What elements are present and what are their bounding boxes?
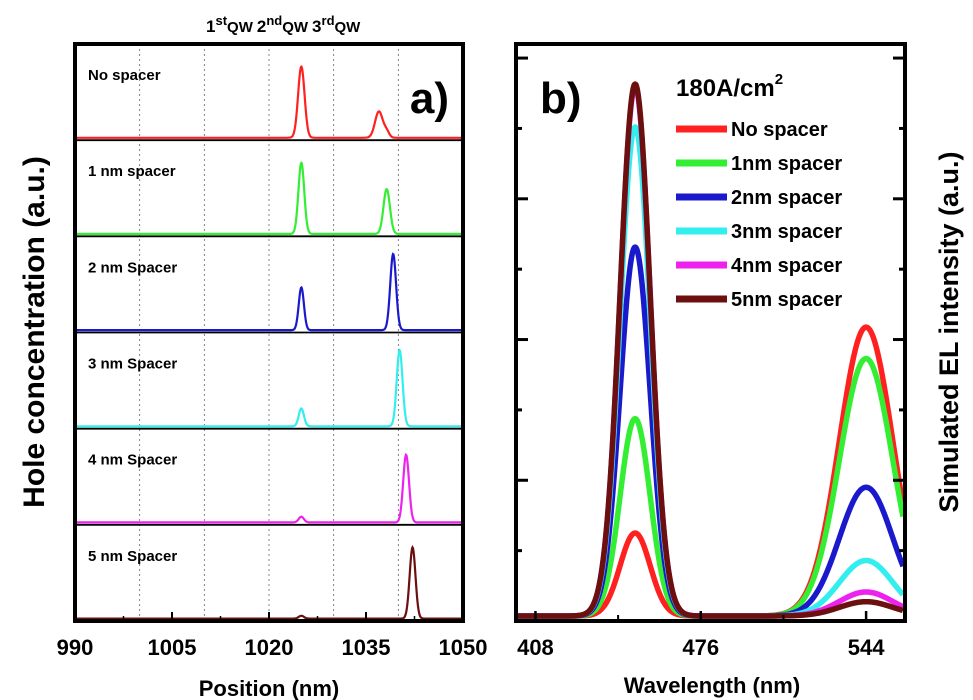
series-label-2-nm-spacer: 2 nm Spacer — [88, 259, 177, 276]
series-labels: No spacer 1 nm spacer 2 nm Spacer 3 nm Spac… — [88, 67, 177, 565]
y-axis-title-a: Hole concentration (a.u.) — [18, 156, 51, 508]
panel-label-a: a) — [410, 74, 449, 123]
series-label-3-nm-spacer: 3 nm Spacer — [88, 356, 177, 373]
x-tick-label: 476 — [682, 635, 719, 660]
x-tick-label: 1020 — [245, 635, 294, 660]
x-tick-label: 1005 — [148, 635, 197, 660]
current-density-label: 180A/cm2 — [676, 71, 783, 102]
qw-labels: 1stQW 2ndQW 3rdQW — [206, 13, 361, 36]
series-label-4-nm-spacer: 4 nm Spacer — [88, 452, 177, 469]
legend-label-4nm-spacer: 4nm spacer — [731, 255, 842, 277]
legend-label-2nm-spacer: 2nm spacer — [731, 187, 842, 209]
legend-label-1nm-spacer: 1nm spacer — [731, 153, 842, 175]
series-line-no-spacer — [77, 65, 461, 139]
x-tick-label: 990 — [57, 635, 94, 660]
x-axis-title-b: Wavelength (nm) — [624, 673, 800, 698]
legend: No spacer 1nm spacer 2nm spacer 3nm spacer 4… — [676, 119, 842, 311]
x-tick-label: 1035 — [342, 635, 391, 660]
axis-ticks: 408 476 544 — [516, 56, 905, 660]
x-axis-title-a: Position (nm) — [199, 676, 340, 700]
x-tick-label: 544 — [848, 635, 885, 660]
series-line-2-nm-spacer — [77, 252, 461, 332]
panel-a: 1stQW 2ndQW 3rdQW No spacer 1 nm spacer 2 nm… — [18, 13, 487, 700]
series-label-no-spacer: No spacer — [88, 67, 161, 84]
plot-frame-b — [514, 42, 907, 623]
x-tick-label: 408 — [517, 635, 554, 660]
series-label-5-nm-spacer: 5 nm Spacer — [88, 548, 177, 565]
series-line-4-nm-spacer — [77, 452, 461, 524]
panel-b: 408 476 544 b) 180A/cm2 No spacer 1nm space… — [514, 42, 964, 698]
series-line-3-nm-spacer — [77, 348, 461, 428]
x-tick-label: 1050 — [439, 635, 488, 660]
series-label-1-nm-spacer: 1 nm spacer — [88, 163, 176, 180]
series-line-1-nm-spacer — [77, 161, 461, 235]
legend-label-no-spacer: No spacer — [731, 119, 828, 141]
y-axis-title-b: Simulated EL intensity (a.u.) — [934, 151, 964, 512]
el-spectra-curves — [515, 81, 906, 619]
x-axis-ticks: 990 1005 1020 1035 1050 — [57, 612, 488, 660]
panel-label-b: b) — [540, 74, 582, 123]
spectrum-line-5nm-spacer — [515, 81, 906, 619]
legend-label-3nm-spacer: 3nm spacer — [731, 221, 842, 243]
legend-label-5nm-spacer: 5nm spacer — [731, 289, 842, 311]
